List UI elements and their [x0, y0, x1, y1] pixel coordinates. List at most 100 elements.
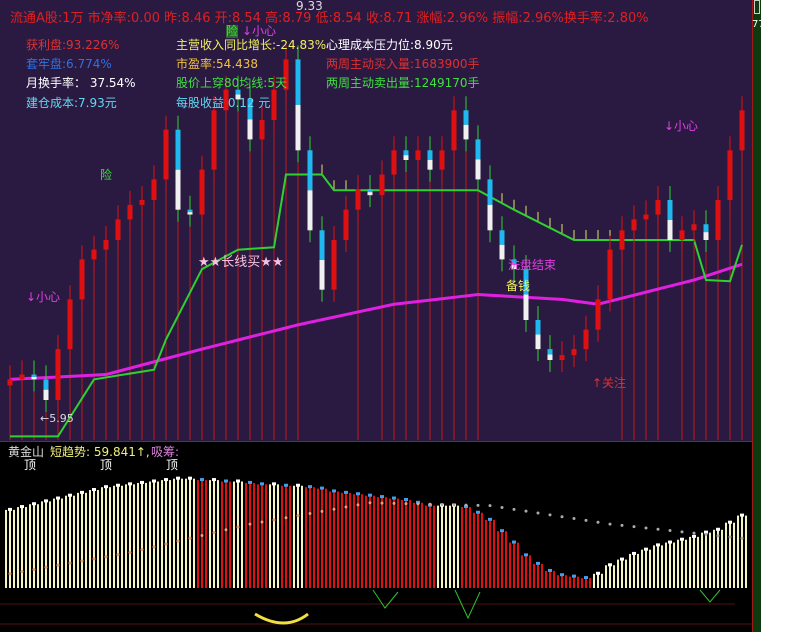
candle-body — [31, 376, 37, 380]
osc-bar — [565, 575, 567, 588]
osc-bar — [13, 509, 15, 588]
osc-bar — [577, 576, 579, 588]
osc-bar — [233, 481, 235, 588]
osc-cap — [188, 476, 192, 480]
osc-bar — [105, 487, 107, 588]
osc-bar — [345, 492, 347, 588]
candle-body — [211, 110, 217, 170]
signal-dot — [572, 517, 576, 521]
osc-bar — [257, 484, 259, 588]
signal-dot — [200, 533, 204, 537]
candle-body — [247, 119, 253, 140]
candle-body — [511, 264, 517, 270]
candle-body — [463, 124, 469, 140]
osc-cap — [476, 510, 480, 514]
candle-body — [31, 374, 37, 377]
osc-cap — [572, 574, 576, 578]
osc-cap — [500, 529, 504, 533]
osc-bar — [325, 488, 327, 588]
osc-bar — [265, 484, 267, 588]
candle-body — [163, 129, 169, 180]
signal-dot — [68, 561, 72, 565]
signal-dot — [416, 502, 420, 506]
osc-bar — [49, 501, 51, 588]
osc-bar — [369, 495, 371, 588]
signal-dot — [308, 511, 312, 515]
candle-body — [691, 224, 697, 231]
osc-bar — [317, 488, 319, 588]
candle-body — [79, 259, 85, 300]
osc-bar — [145, 482, 147, 588]
support-line — [10, 173, 743, 438]
signal-dot — [140, 548, 144, 552]
osc-bar — [353, 494, 355, 588]
osc-bar — [709, 532, 711, 588]
top-marker: 顶 — [100, 458, 113, 472]
osc-bar — [89, 490, 91, 588]
candle-body — [643, 214, 649, 220]
osc-cap — [380, 495, 384, 499]
osc-bar — [113, 485, 115, 588]
oscillator-panel[interactable]: 黄金山 短趋势: 59.841↑, 吸筹: 顶 顶 顶 — [0, 442, 752, 632]
osc-bar — [673, 542, 675, 588]
osc-bar — [245, 482, 247, 588]
osc-bar — [473, 512, 475, 588]
osc-bar — [609, 565, 611, 588]
signal-dot — [296, 514, 300, 518]
candle-body — [271, 89, 277, 120]
candle-body — [319, 230, 325, 260]
candle-body — [535, 320, 541, 335]
osc-cap — [356, 492, 360, 496]
osc-bar — [733, 522, 735, 588]
build-cost: 建仓成本:7.93元 — [26, 96, 117, 110]
careful-label: ↓小心 — [242, 24, 277, 38]
candle-body — [235, 94, 241, 100]
signal-dot — [368, 501, 372, 505]
osc-bar — [617, 559, 619, 588]
oscillator-chart[interactable] — [0, 442, 752, 632]
osc-cap — [224, 479, 228, 483]
osc-cap — [8, 507, 12, 511]
signal-dot — [512, 507, 516, 511]
osc-cap — [728, 520, 732, 524]
osc-bar — [433, 505, 435, 588]
candle-body — [151, 179, 157, 200]
candle-body — [127, 204, 133, 220]
price-panel[interactable]: 流通A股:1万 市净率:0.00 昨:8.46 开:8.54 高:8.79 低:… — [0, 0, 752, 442]
osc-bar — [389, 498, 391, 588]
osc-cap — [140, 480, 144, 484]
signal-dot — [488, 504, 492, 508]
candle-body — [619, 230, 625, 250]
osc-cap — [344, 490, 348, 494]
osc-bar — [409, 499, 411, 588]
osc-bar — [681, 539, 683, 588]
osc-bar — [261, 484, 263, 588]
osc-bar — [337, 491, 339, 588]
osc-bar — [221, 481, 223, 588]
osc-bar — [9, 509, 11, 588]
osc-bar — [173, 478, 175, 588]
osc-cap — [560, 573, 564, 577]
pe-ratio: 市盈率:54.438 — [176, 57, 259, 71]
candle-body — [547, 354, 553, 360]
osc-bar — [685, 539, 687, 588]
osc-bar — [313, 487, 315, 588]
scroll-thumb[interactable] — [754, 0, 760, 14]
top-marker: 顶 — [166, 458, 179, 472]
eps: 每股收益 0.12 元 — [176, 96, 271, 110]
osc-bar — [561, 575, 563, 588]
candle-body — [703, 232, 709, 240]
candle-body — [115, 219, 121, 240]
signal-dot — [536, 511, 540, 515]
osc-cap — [56, 496, 60, 500]
signal-dot — [356, 503, 360, 507]
price-chart[interactable] — [0, 0, 752, 441]
signal-dot — [56, 563, 60, 567]
osc-bar — [281, 485, 283, 588]
candle-body — [667, 200, 673, 220]
osc-bar — [629, 553, 631, 588]
signal-dot — [8, 572, 12, 576]
osc-bar — [597, 573, 599, 588]
osc-bar — [241, 481, 243, 588]
osc-bar — [569, 576, 571, 588]
